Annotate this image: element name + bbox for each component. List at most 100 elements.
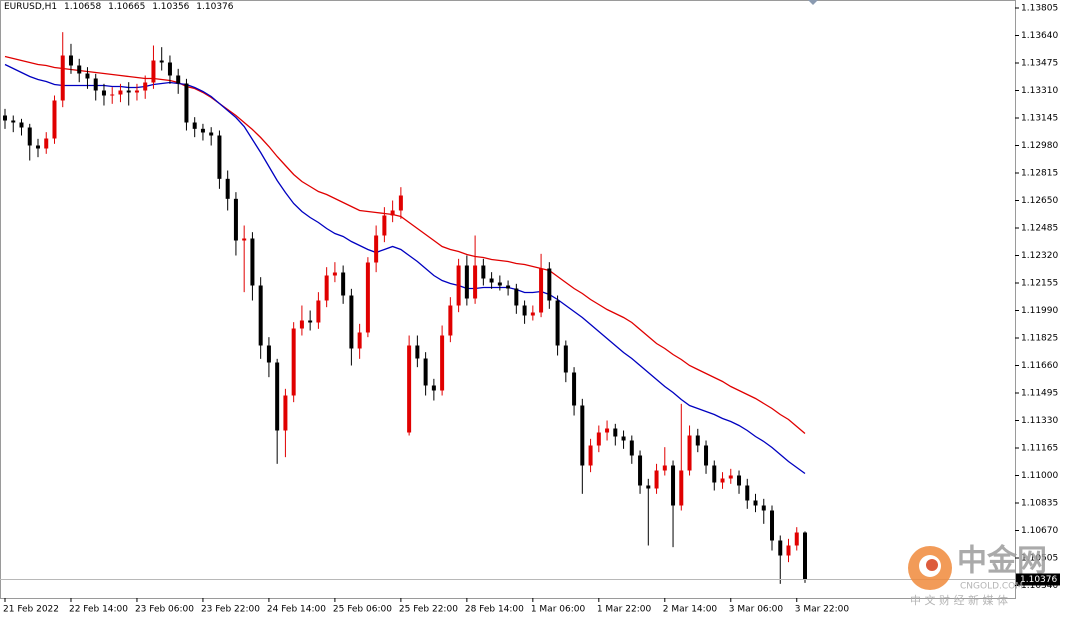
candle-body bbox=[423, 358, 428, 386]
y-tick-label: 1.11495 bbox=[1021, 389, 1058, 399]
candle-body bbox=[679, 470, 684, 506]
y-tick-label: 1.11825 bbox=[1021, 334, 1058, 344]
candle-body bbox=[662, 465, 667, 471]
candle-body bbox=[572, 372, 577, 406]
candle-body bbox=[737, 475, 742, 486]
candle-body bbox=[225, 178, 230, 199]
candle-body bbox=[118, 90, 123, 95]
candle-body bbox=[110, 94, 115, 96]
y-tick-label: 1.13145 bbox=[1021, 114, 1058, 124]
candle-body bbox=[332, 272, 337, 276]
watermark-logo-dot bbox=[926, 559, 938, 571]
last-close: 1.10376 bbox=[196, 2, 234, 12]
candle-body bbox=[547, 268, 552, 301]
candle-body bbox=[745, 485, 750, 501]
candle-body bbox=[753, 500, 758, 506]
y-tick-label: 1.12650 bbox=[1021, 196, 1058, 206]
candle-body bbox=[390, 210, 395, 216]
y-tick-label: 1.10340 bbox=[1021, 581, 1058, 591]
candle-body bbox=[266, 345, 271, 363]
candle-body bbox=[464, 265, 469, 299]
candle-body bbox=[481, 265, 486, 279]
y-tick-label: 1.13640 bbox=[1021, 31, 1058, 41]
candle-body bbox=[101, 90, 106, 96]
candle-body bbox=[77, 65, 82, 74]
y-tick-label: 1.12155 bbox=[1021, 279, 1058, 289]
candle-body bbox=[695, 435, 700, 446]
shift-marker bbox=[808, 0, 818, 5]
x-tick-label: 3 Mar 22:00 bbox=[795, 605, 850, 615]
candle-body bbox=[621, 436, 626, 441]
watermark-slogan: 中 文 财 经 新 媒 体 bbox=[910, 593, 1008, 607]
candle-body bbox=[671, 465, 676, 506]
x-tick-label: 25 Feb 06:00 bbox=[333, 605, 392, 615]
moving-average-line bbox=[4, 63, 806, 475]
x-tick-label: 23 Feb 22:00 bbox=[201, 605, 260, 615]
candle-body bbox=[761, 505, 766, 511]
candle-body bbox=[93, 78, 98, 91]
candle-body bbox=[398, 195, 403, 211]
candle-body bbox=[200, 128, 205, 133]
candle-body bbox=[489, 278, 494, 283]
candle-body bbox=[613, 428, 618, 437]
y-tick-label: 1.13475 bbox=[1021, 59, 1058, 69]
candle-body bbox=[539, 268, 544, 313]
candle-body bbox=[159, 60, 164, 63]
candle-body bbox=[143, 82, 148, 91]
candle-body bbox=[258, 285, 263, 346]
candle-body bbox=[52, 100, 57, 139]
candle-body bbox=[646, 485, 651, 489]
candle-body bbox=[176, 75, 181, 84]
candle-body bbox=[514, 288, 519, 306]
candle-body bbox=[728, 475, 733, 479]
candle-body bbox=[3, 115, 7, 121]
candle-body bbox=[167, 62, 172, 76]
candle-body bbox=[704, 445, 709, 466]
candle-body bbox=[803, 532, 807, 580]
price-tag bbox=[1016, 573, 1060, 586]
candle-body bbox=[68, 55, 73, 66]
symbol: EURUSD,H1 bbox=[4, 2, 58, 12]
candle-body bbox=[506, 285, 511, 289]
candle-body bbox=[786, 545, 791, 556]
candle-body bbox=[324, 275, 329, 301]
candle-body bbox=[456, 265, 461, 306]
candle-body bbox=[283, 395, 288, 431]
candle-body bbox=[629, 440, 634, 456]
y-tick-label: 1.12980 bbox=[1021, 141, 1058, 151]
candle-body bbox=[242, 238, 247, 241]
candle-body bbox=[448, 305, 453, 336]
candle-body bbox=[275, 362, 280, 431]
price-tag-label: 1.10376 bbox=[1020, 575, 1057, 585]
y-tick-label: 1.12485 bbox=[1021, 224, 1058, 234]
last-open: 1.10658 bbox=[64, 2, 102, 12]
candle-body bbox=[11, 120, 16, 123]
candle-body bbox=[440, 335, 445, 391]
candle-body bbox=[555, 300, 560, 346]
plot-frame bbox=[0, 0, 1016, 599]
y-tick-label: 1.10835 bbox=[1021, 499, 1058, 509]
candle-body bbox=[217, 135, 222, 179]
moving-average-line bbox=[4, 55, 806, 434]
candle-body bbox=[720, 478, 725, 483]
watermark-site: CNGOLD.COM bbox=[960, 582, 1023, 592]
y-tick-label: 1.13805 bbox=[1021, 4, 1058, 14]
candle-body bbox=[580, 405, 585, 466]
candle-body bbox=[431, 385, 436, 391]
candle-body bbox=[794, 532, 799, 546]
candle-body bbox=[712, 465, 717, 483]
candle-body bbox=[605, 428, 610, 433]
x-tick-label: 28 Feb 14:00 bbox=[465, 605, 524, 615]
x-tick-label: 3 Mar 06:00 bbox=[729, 605, 784, 615]
candle-body bbox=[316, 300, 321, 323]
y-tick-label: 1.12815 bbox=[1021, 169, 1058, 179]
x-tick-label: 24 Feb 14:00 bbox=[267, 605, 326, 615]
x-tick-label: 25 Feb 22:00 bbox=[399, 605, 458, 615]
y-tick-label: 1.10505 bbox=[1021, 554, 1058, 564]
candle-body bbox=[382, 215, 387, 236]
candle-body bbox=[184, 83, 189, 123]
candle-body bbox=[233, 198, 238, 241]
candle-body bbox=[654, 470, 659, 489]
